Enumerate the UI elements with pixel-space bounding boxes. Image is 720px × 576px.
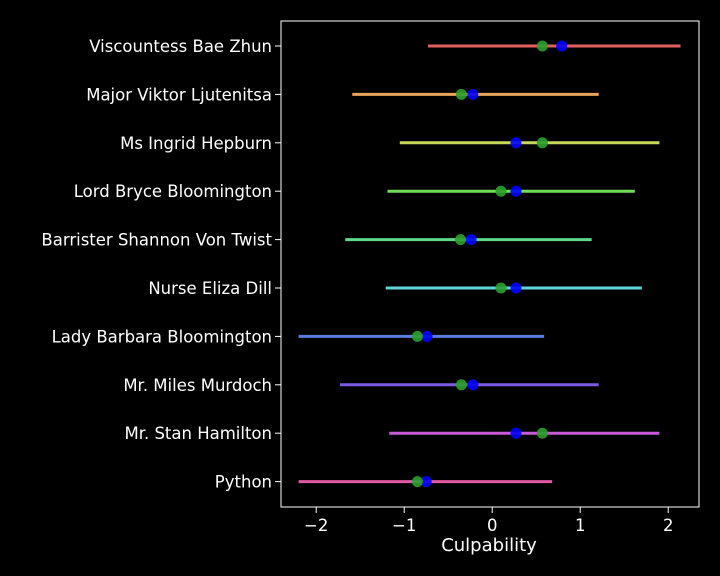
blue-point: [467, 379, 479, 391]
y-tick-label: Barrister Shannon Von Twist: [41, 231, 272, 250]
y-tick-label: Major Viktor Ljutenitsa: [86, 85, 272, 104]
green-point: [411, 476, 423, 488]
y-tick-label: Mr. Stan Hamilton: [124, 424, 272, 443]
x-tick-label: −2: [304, 516, 328, 535]
plot-frame: [280, 20, 700, 508]
y-tick-label: Python: [215, 473, 272, 492]
blue-point: [420, 476, 432, 488]
blue-point: [421, 330, 433, 342]
blue-point: [510, 137, 522, 149]
interval-group: [298, 40, 681, 488]
x-axis-label: Culpability: [441, 535, 537, 556]
y-tick-label: Lady Barbara Bloomington: [52, 327, 272, 346]
green-point: [536, 40, 548, 52]
green-point: [455, 88, 467, 100]
y-tick-label: Viscountess Bae Zhun: [89, 37, 272, 56]
y-tick-labels: Viscountess Bae Zhun Major Viktor Ljuteni…: [41, 37, 281, 492]
blue-point: [510, 427, 522, 439]
blue-point: [510, 282, 522, 294]
blue-point: [556, 40, 568, 52]
y-tick-label: Nurse Eliza Dill: [148, 279, 272, 298]
blue-point: [510, 185, 522, 197]
green-point: [411, 330, 423, 342]
x-tick-label: 1: [575, 516, 586, 535]
x-ticks: −2 −1 0 1 2: [304, 507, 673, 535]
x-tick-label: 0: [487, 516, 498, 535]
green-point: [536, 137, 548, 149]
green-point: [455, 234, 467, 246]
y-tick-label: Mr. Miles Murdoch: [123, 376, 272, 395]
x-tick-label: −1: [392, 516, 416, 535]
y-tick-label: Ms Ingrid Hepburn: [120, 134, 272, 153]
blue-point: [467, 88, 479, 100]
y-tick-label: Lord Bryce Bloomington: [74, 182, 272, 201]
green-point: [536, 427, 548, 439]
green-point: [455, 379, 467, 391]
green-point: [495, 185, 507, 197]
blue-point: [465, 234, 477, 246]
plot-background: [281, 21, 699, 507]
green-point: [495, 282, 507, 294]
x-tick-label: 2: [663, 516, 674, 535]
